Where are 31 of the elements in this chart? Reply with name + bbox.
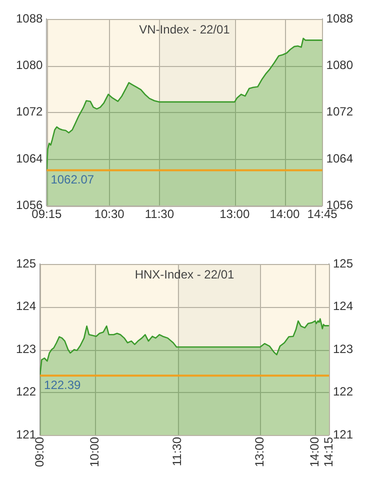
y2-tick-label: 121	[332, 427, 354, 442]
y2-tick-label: 1088	[326, 12, 354, 26]
y-tick-label: 121	[16, 427, 36, 442]
x-tick-label: 11:30	[170, 436, 184, 466]
x-tick-label: 13:00	[252, 436, 266, 467]
chart-title: HNX-Index - 22/01	[134, 268, 235, 282]
chart-title: VN-Index - 22/01	[139, 22, 230, 37]
y2-tick-label: 125	[332, 256, 354, 271]
y-tick-label: 1064	[16, 151, 44, 166]
y-tick-label: 123	[16, 342, 36, 356]
y-tick-label: 125	[16, 256, 36, 271]
y2-tick-label: 1072	[326, 104, 354, 119]
x-tick-label: 14:15	[321, 436, 336, 467]
y2-tick-label: 1080	[326, 58, 354, 72]
y2-tick-label: 124	[332, 299, 354, 314]
x-tick-label: 10:00	[87, 436, 102, 467]
x-tick-label: 14:00	[270, 207, 300, 222]
ref-line-label: 1062.07	[50, 172, 94, 187]
x-tick-label: 13:00	[220, 207, 250, 222]
y-tick-label: 124	[16, 299, 36, 314]
y2-tick-label: 1064	[326, 151, 354, 166]
y2-tick-label: 122	[332, 384, 354, 399]
y-tick-label: 1080	[16, 58, 44, 72]
x-tick-label: 14:00	[308, 436, 322, 467]
x-tick-label: 10:30	[94, 207, 125, 222]
y-tick-label: 122	[16, 384, 36, 399]
y-tick-label: 1088	[16, 12, 44, 26]
ref-line-label: 122.39	[44, 378, 82, 392]
y2-tick-label: 123	[332, 342, 354, 356]
y-tick-label: 1072	[16, 104, 44, 119]
x-tick-label: 11:30	[144, 207, 174, 222]
